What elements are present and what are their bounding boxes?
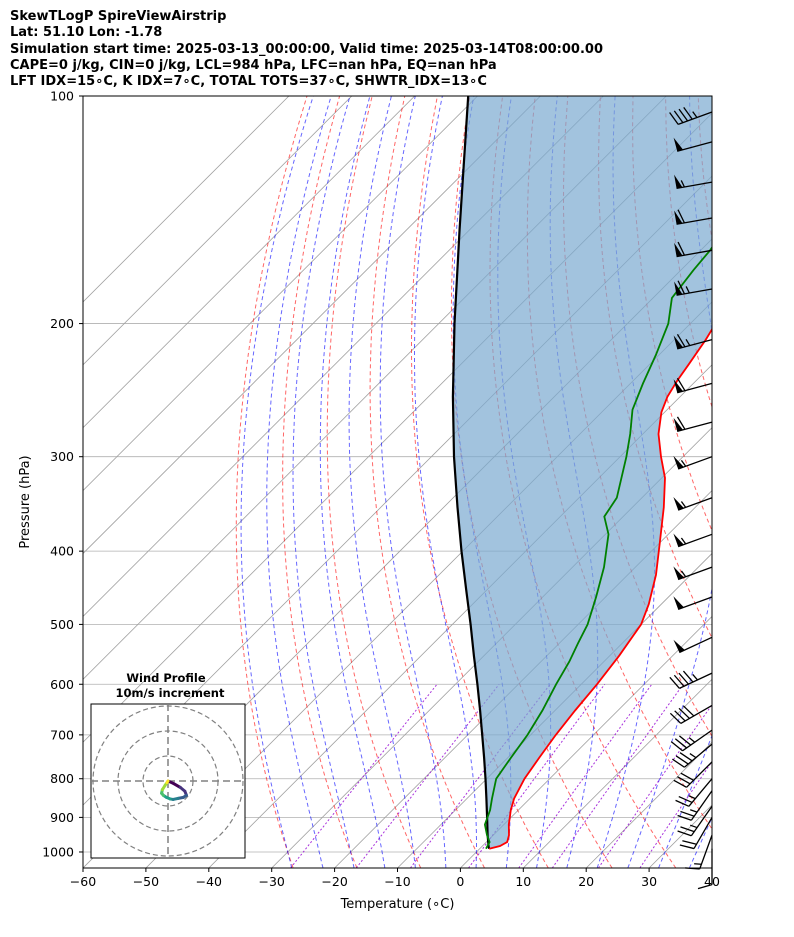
y-tick-label: 500 xyxy=(50,617,74,632)
dry-adiabat-line xyxy=(411,96,549,868)
wind-barb xyxy=(671,743,713,768)
x-axis-label: Temperature (∘C) xyxy=(340,897,455,912)
dry-adiabat-line xyxy=(282,96,358,868)
moist-adiabat-line xyxy=(658,734,712,868)
y-tick-label: 400 xyxy=(50,544,74,559)
chart-title-location: Lat: 51.10 Lon: -1.78 xyxy=(10,25,163,41)
mixing-ratio-line xyxy=(551,684,684,868)
moist-adiabat-line xyxy=(627,96,712,868)
wind-barb xyxy=(675,778,713,807)
wind-barb xyxy=(674,280,713,296)
isotherm-line xyxy=(83,96,290,303)
temperature-profile-line xyxy=(488,327,712,850)
wind-barb xyxy=(673,377,713,394)
wind-barb xyxy=(677,790,713,821)
chart-title-station: SkewTLogP SpireViewAirstrip xyxy=(10,9,227,24)
y-tick-label: 100 xyxy=(50,89,74,104)
x-tick-label: −30 xyxy=(259,874,285,889)
parcel-area-fill xyxy=(452,96,712,849)
moist-adiabat-line xyxy=(266,96,332,868)
inset-title: Wind Profile xyxy=(126,671,206,685)
x-tick-label: 0 xyxy=(456,874,464,889)
wind-barb xyxy=(673,137,713,152)
isotherm-line xyxy=(83,96,415,429)
chart-title-indices: LFT IDX=15∘C, K IDX=7∘C, TOTAL TOTS=37∘C… xyxy=(10,74,487,90)
moist-adiabat-line xyxy=(379,96,447,868)
dry-adiabat-line xyxy=(369,96,485,868)
moist-adiabat-line xyxy=(319,96,386,868)
isotherm-line xyxy=(334,490,712,868)
x-tick-label: −50 xyxy=(133,874,159,889)
wind-barb xyxy=(673,496,713,511)
x-tick-label: −20 xyxy=(321,874,347,889)
isotherm-line xyxy=(460,615,712,868)
wind-barb xyxy=(669,670,713,689)
wind-barb xyxy=(669,107,713,125)
y-tick-label: 300 xyxy=(50,449,74,464)
wind-barb xyxy=(673,761,713,788)
parcel-profile-line xyxy=(451,96,491,850)
moist-adiabat-line xyxy=(348,96,416,868)
mixing-ratio-line xyxy=(597,703,712,868)
wind-barb xyxy=(670,729,713,752)
wind-barb xyxy=(674,174,713,190)
wind-barb xyxy=(679,817,713,850)
chart-title-times: Simulation start time: 2025-03-13_00:00:… xyxy=(10,41,603,57)
y-tick-label: 800 xyxy=(50,771,74,786)
y-tick-label: 600 xyxy=(50,677,74,692)
wind-barb xyxy=(673,334,713,350)
isotherm-line xyxy=(83,96,541,555)
dry-adiabat-line xyxy=(697,96,712,243)
x-tick-label: 40 xyxy=(704,874,720,889)
wind-barb xyxy=(673,566,713,581)
hodograph-segment xyxy=(165,779,170,785)
moist-adiabat-line xyxy=(414,96,477,868)
dewpoint-profile-line xyxy=(483,246,712,850)
y-tick-label: 1000 xyxy=(42,844,74,859)
y-axis-label: Pressure (hPa) xyxy=(18,455,33,548)
x-tick-label: −40 xyxy=(196,874,222,889)
wind-barb xyxy=(674,209,713,225)
x-tick-label: 20 xyxy=(578,874,594,889)
isotherm-line xyxy=(83,96,478,492)
dry-adiabat-line xyxy=(326,96,422,868)
mixing-ratio-line xyxy=(290,683,438,868)
y-tick-label: 200 xyxy=(50,316,74,331)
wind-barb xyxy=(673,596,713,610)
mixing-ratio-line xyxy=(468,684,606,868)
dry-adiabat-line xyxy=(235,96,308,868)
wind-barb xyxy=(674,241,713,258)
isotherm-line xyxy=(83,96,353,366)
mixing-ratio-line xyxy=(355,683,500,868)
x-tick-label: 30 xyxy=(641,874,657,889)
dry-adiabat-line xyxy=(763,96,794,868)
wind-barb xyxy=(673,636,713,654)
wind-profile-inset xyxy=(90,703,246,859)
wind-barb xyxy=(673,455,713,470)
x-tick-label: 10 xyxy=(515,874,531,889)
moist-adiabat-line xyxy=(720,96,794,868)
mixing-ratio-line xyxy=(639,760,712,868)
wind-barb xyxy=(669,704,713,725)
chart-title-block: SkewTLogP SpireViewAirstrip Lat: 51.10 L… xyxy=(10,9,603,90)
moist-adiabat-line xyxy=(292,96,355,868)
wind-barb xyxy=(673,416,713,433)
dry-adiabat-line xyxy=(731,96,794,868)
chart-title-cape: CAPE=0 j/kg, CIN=0 j/kg, LCL=984 hPa, LF… xyxy=(10,57,497,73)
isotherm-line xyxy=(711,867,712,868)
y-tick-label: 900 xyxy=(50,810,74,825)
x-tick-label: −60 xyxy=(70,874,96,889)
wind-barb xyxy=(677,805,713,837)
y-tick-label: 700 xyxy=(50,727,74,742)
wind-barb xyxy=(673,533,713,548)
isotherm-line xyxy=(523,678,712,868)
dry-adiabat-line xyxy=(632,96,712,532)
inset-subtitle: 10m/s increment xyxy=(116,686,225,700)
moist-adiabat-line xyxy=(240,96,314,868)
mixing-ratio-line xyxy=(518,684,653,868)
x-tick-label: −10 xyxy=(384,874,410,889)
moist-adiabat-line xyxy=(596,96,655,868)
